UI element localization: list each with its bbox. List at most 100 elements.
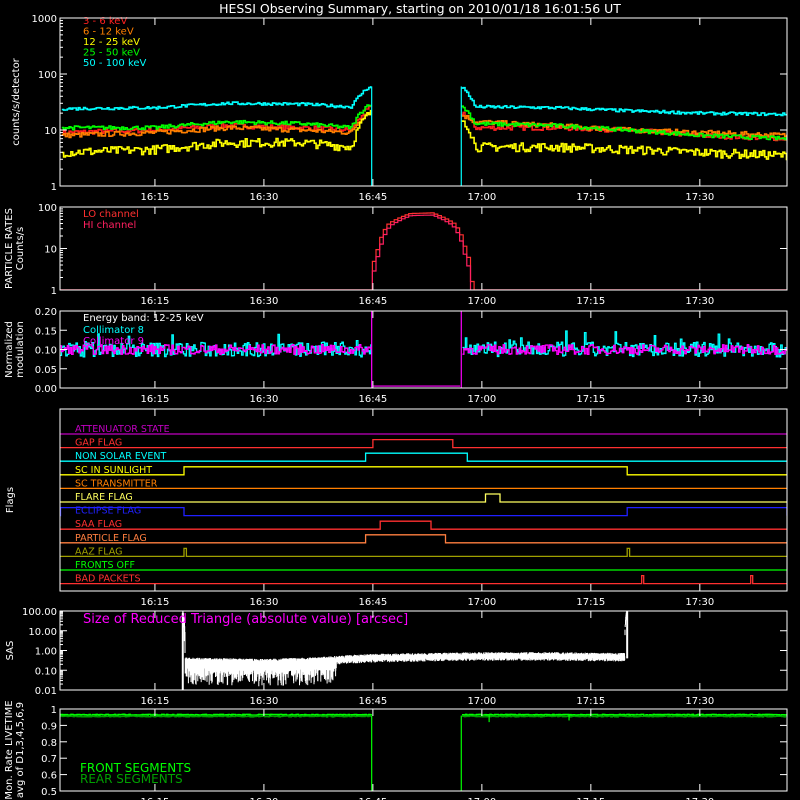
livetime-frame bbox=[59, 708, 788, 792]
x-tick-label: 17:15 bbox=[576, 696, 605, 707]
series-line-1 bbox=[60, 214, 787, 290]
flag-trace bbox=[60, 534, 787, 544]
legend-entry: FRONT SEGMENTS bbox=[80, 761, 191, 775]
x-tick-label: 16:15 bbox=[141, 192, 170, 203]
livetime-ylabel-line: Mon. Rate LIVETIME bbox=[4, 700, 15, 799]
x-tick-label: 17:00 bbox=[467, 296, 496, 307]
flag-label: PARTICLE FLAG bbox=[75, 533, 147, 544]
flags-axes: 16:15 16:30 16:45 17:00 17:15 17:30 Flags bbox=[5, 408, 788, 608]
count-rates-frame bbox=[59, 17, 788, 187]
count-rates-plot-area bbox=[61, 86, 787, 186]
series-line-0 bbox=[60, 713, 787, 716]
x-tick-label: 16:15 bbox=[141, 394, 170, 405]
x-tick-label: 16:15 bbox=[141, 597, 170, 608]
legend-entry: Collimator 9 bbox=[83, 336, 144, 347]
flag-label: AAZ FLAG bbox=[75, 546, 122, 557]
y-tick-label: 10 bbox=[44, 126, 57, 137]
y-tick-label: 0.10 bbox=[35, 666, 57, 677]
x-tick-label: 17:00 bbox=[467, 696, 496, 707]
x-tick-label: 17:15 bbox=[576, 296, 605, 307]
x-tick-label: 16:30 bbox=[249, 296, 278, 307]
legend-entry: Collimator 8 bbox=[83, 325, 144, 336]
legend-entry: 25 - 50 keV bbox=[83, 48, 140, 59]
x-tick-label: 17:15 bbox=[576, 597, 605, 608]
x-tick-label: 17:00 bbox=[467, 394, 496, 405]
legend-entry: LO channel bbox=[83, 209, 139, 220]
modulation-plot-area bbox=[60, 311, 787, 388]
legend-entry: 3 - 6 keV bbox=[83, 16, 127, 27]
y-tick-label: 0.5 bbox=[41, 787, 57, 798]
x-tick-label: 17:30 bbox=[685, 394, 714, 405]
x-tick-label: 16:45 bbox=[358, 394, 387, 405]
series-line-1 bbox=[60, 715, 787, 718]
legend-entry: HI channel bbox=[83, 220, 136, 231]
series-line-3 bbox=[61, 104, 787, 141]
y-tick-label: 1000 bbox=[32, 14, 57, 25]
flag-trace bbox=[60, 466, 787, 476]
x-tick-label: 17:00 bbox=[467, 597, 496, 608]
flag-label: SAA FLAG bbox=[75, 519, 122, 530]
flag-label: ATTENUATOR STATE bbox=[75, 424, 170, 435]
modulation-ylabel-line: Normalized bbox=[4, 321, 15, 378]
y-tick-label: 1 bbox=[51, 286, 57, 297]
x-tick-label: 17:30 bbox=[685, 797, 714, 800]
energy-band-label: Energy band: 12-25 keV bbox=[83, 313, 204, 324]
count-rates-ylabel: counts/s/detector bbox=[11, 57, 22, 145]
flag-trace bbox=[60, 438, 787, 449]
sas-axes: 16:15 16:30 16:45 17:00 17:15 17:30 0.01 0.10 1.… bbox=[5, 607, 788, 707]
y-tick-label: 0.20 bbox=[35, 307, 57, 318]
flag-trace bbox=[60, 493, 787, 503]
y-tick-label: 1 bbox=[51, 705, 57, 716]
y-tick-label: 0.6 bbox=[41, 771, 57, 782]
x-tick-label: 17:15 bbox=[576, 394, 605, 405]
flag-trace bbox=[60, 520, 787, 530]
particle-rates-plot-area bbox=[60, 212, 787, 290]
legend-entry: 50 - 100 keV bbox=[83, 58, 147, 69]
y-tick-label: 0.00 bbox=[35, 384, 57, 395]
x-tick-label: 16:15 bbox=[141, 696, 170, 707]
count-rates-axes: 16:15 16:30 16:45 17:00 17:15 17:30 1 10 100 1000… bbox=[11, 14, 788, 203]
legend-entry: 12 - 25 keV bbox=[83, 37, 140, 48]
x-tick-label: 16:15 bbox=[141, 797, 170, 800]
y-tick-label: 0.8 bbox=[41, 738, 57, 749]
livetime-plot-area bbox=[60, 713, 787, 791]
x-tick-label: 17:30 bbox=[685, 696, 714, 707]
flag-trace bbox=[60, 547, 787, 558]
livetime-ylabel-line: avg of D1,3,4,5,6,9 bbox=[15, 702, 26, 798]
particle-rates-ylabel-line: PARTICLE RATES bbox=[4, 208, 15, 289]
legend-entry: REAR SEGMENTS bbox=[80, 772, 183, 786]
x-tick-label: 16:30 bbox=[249, 797, 278, 800]
series-line-1 bbox=[60, 343, 787, 356]
flag-label: BAD PACKETS bbox=[75, 574, 141, 585]
series-line-1 bbox=[61, 110, 787, 139]
flag-label: SC TRANSMITTER bbox=[75, 478, 158, 489]
sas-plot-area bbox=[181, 611, 629, 690]
figure-title: HESSI Observing Summary, starting on 201… bbox=[219, 1, 621, 16]
x-tick-label: 17:30 bbox=[685, 192, 714, 203]
x-tick-label: 16:45 bbox=[358, 597, 387, 608]
x-tick-label: 17:00 bbox=[467, 797, 496, 800]
sas-ylabel: SAS bbox=[5, 641, 16, 661]
y-tick-label: 0.9 bbox=[41, 721, 57, 732]
flag-label: ECLIPSE FLAG bbox=[75, 506, 141, 517]
y-tick-label: 1 bbox=[51, 182, 57, 193]
x-tick-label: 16:30 bbox=[249, 597, 278, 608]
flag-trace bbox=[60, 574, 787, 585]
x-tick-label: 16:45 bbox=[358, 296, 387, 307]
y-tick-label: 0.05 bbox=[35, 365, 57, 376]
y-tick-label: 10 bbox=[44, 245, 57, 256]
particle-rates-ylabel-line: Counts/s bbox=[15, 227, 26, 271]
x-tick-label: 16:30 bbox=[249, 394, 278, 405]
x-tick-label: 16:15 bbox=[141, 296, 170, 307]
y-tick-label: 100 bbox=[38, 70, 57, 81]
y-tick-label: 0.7 bbox=[41, 754, 57, 765]
x-tick-label: 17:30 bbox=[685, 296, 714, 307]
x-tick-label: 16:45 bbox=[358, 797, 387, 800]
modulation-axes: 16:15 16:30 16:45 17:00 17:15 17:30 0.00 0.05 0.… bbox=[4, 307, 788, 405]
series-line-2 bbox=[61, 109, 787, 161]
series-line-4 bbox=[61, 86, 787, 117]
y-tick-label: 1.00 bbox=[35, 647, 57, 658]
x-tick-label: 17:15 bbox=[576, 192, 605, 203]
